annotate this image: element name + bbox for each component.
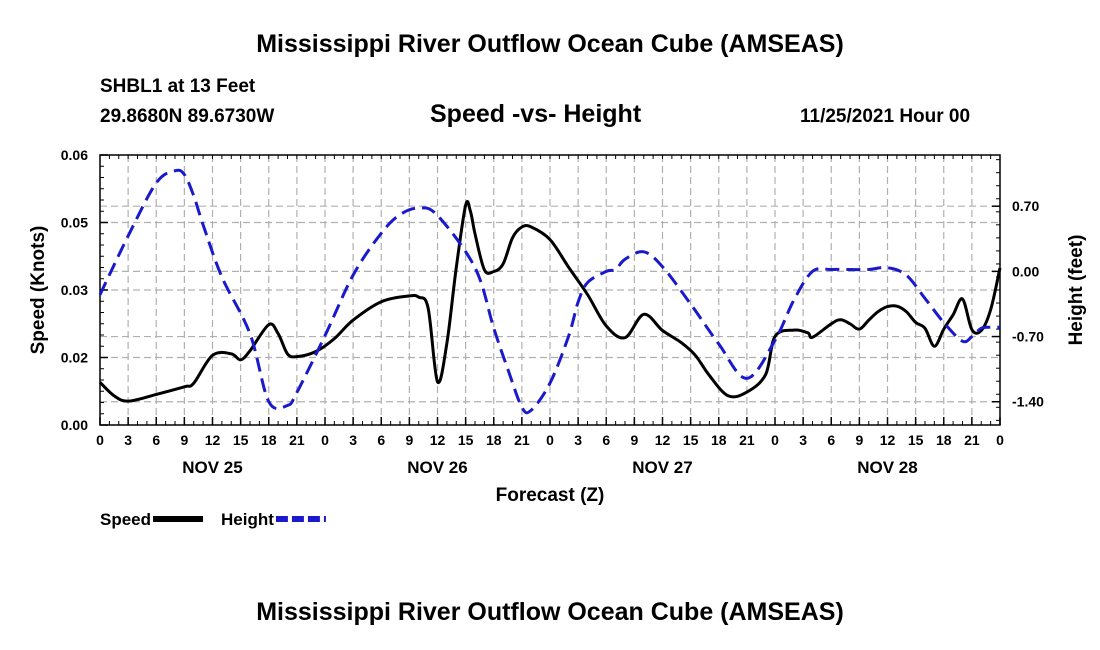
- chart-subtitle: Speed -vs- Height: [430, 100, 642, 128]
- x-tick-label: 12: [430, 432, 446, 448]
- x-day-label: NOV 25: [182, 458, 242, 477]
- series-line-height: [98, 168, 1001, 415]
- x-tick-label: 0: [771, 432, 779, 448]
- x-tick-label: 15: [233, 432, 249, 448]
- x-tick-label: 18: [486, 432, 502, 448]
- x-tick-label: 15: [683, 432, 699, 448]
- x-tick-label: 0: [546, 432, 554, 448]
- y-left-tick-label: 0.03: [61, 282, 88, 298]
- x-tick-label: 9: [630, 432, 638, 448]
- x-tick-label: 21: [739, 432, 755, 448]
- x-tick-label: 12: [655, 432, 671, 448]
- x-day-label: NOV 27: [632, 458, 692, 477]
- x-tick-label: 6: [377, 432, 385, 448]
- x-axis-title: Forecast (Z): [496, 485, 605, 506]
- station-label: SHBL1 at 13 Feet: [100, 76, 256, 97]
- forecast-datetime: 11/25/2021 Hour 00: [800, 106, 971, 127]
- footer-title: Mississippi River Outflow Ocean Cube (AM…: [256, 598, 844, 626]
- series-line-speed: [98, 200, 1002, 403]
- x-day-label: NOV 28: [857, 458, 917, 477]
- legend-label-speed: Speed: [100, 510, 151, 529]
- x-tick-label: 9: [405, 432, 413, 448]
- y-right-axis-title: Height (feet): [1066, 235, 1087, 346]
- x-tick-label: 21: [289, 432, 305, 448]
- x-tick-label: 15: [458, 432, 474, 448]
- legend-label-height: Height: [221, 510, 274, 529]
- y-left-tick-label: 0.02: [61, 350, 88, 366]
- y-right-tick-label: 0.00: [1012, 263, 1039, 279]
- x-tick-label: 6: [152, 432, 160, 448]
- coordinates-label: 29.8680N 89.6730W: [100, 106, 275, 127]
- y-left-axis-title: Speed (Knots): [28, 226, 49, 355]
- x-tick-label: 3: [349, 432, 357, 448]
- chart-title: Mississippi River Outflow Ocean Cube (AM…: [256, 30, 844, 58]
- x-tick-label: 18: [261, 432, 277, 448]
- x-tick-label: 3: [124, 432, 132, 448]
- x-tick-label: 15: [908, 432, 924, 448]
- y-right-tick-label: 0.70: [1012, 198, 1039, 214]
- x-tick-label: 18: [936, 432, 952, 448]
- x-tick-label: 21: [514, 432, 530, 448]
- x-tick-label: 9: [855, 432, 863, 448]
- y-right-tick-label: -0.70: [1012, 329, 1044, 345]
- x-tick-label: 0: [321, 432, 329, 448]
- x-tick-label: 12: [205, 432, 221, 448]
- x-tick-label: 9: [180, 432, 188, 448]
- x-tick-label: 6: [827, 432, 835, 448]
- x-day-label: NOV 26: [407, 458, 467, 477]
- x-tick-label: 3: [799, 432, 807, 448]
- x-tick-label: 6: [602, 432, 610, 448]
- x-tick-label: 0: [996, 432, 1004, 448]
- y-left-tick-label: 0.05: [61, 215, 88, 231]
- x-tick-label: 18: [711, 432, 727, 448]
- y-left-tick-label: 0.00: [61, 417, 88, 433]
- x-tick-label: 21: [964, 432, 980, 448]
- x-tick-label: 0: [96, 432, 104, 448]
- y-right-tick-label: -1.40: [1012, 394, 1044, 410]
- y-left-tick-label: 0.06: [61, 147, 88, 163]
- x-tick-label: 3: [574, 432, 582, 448]
- x-tick-label: 12: [880, 432, 896, 448]
